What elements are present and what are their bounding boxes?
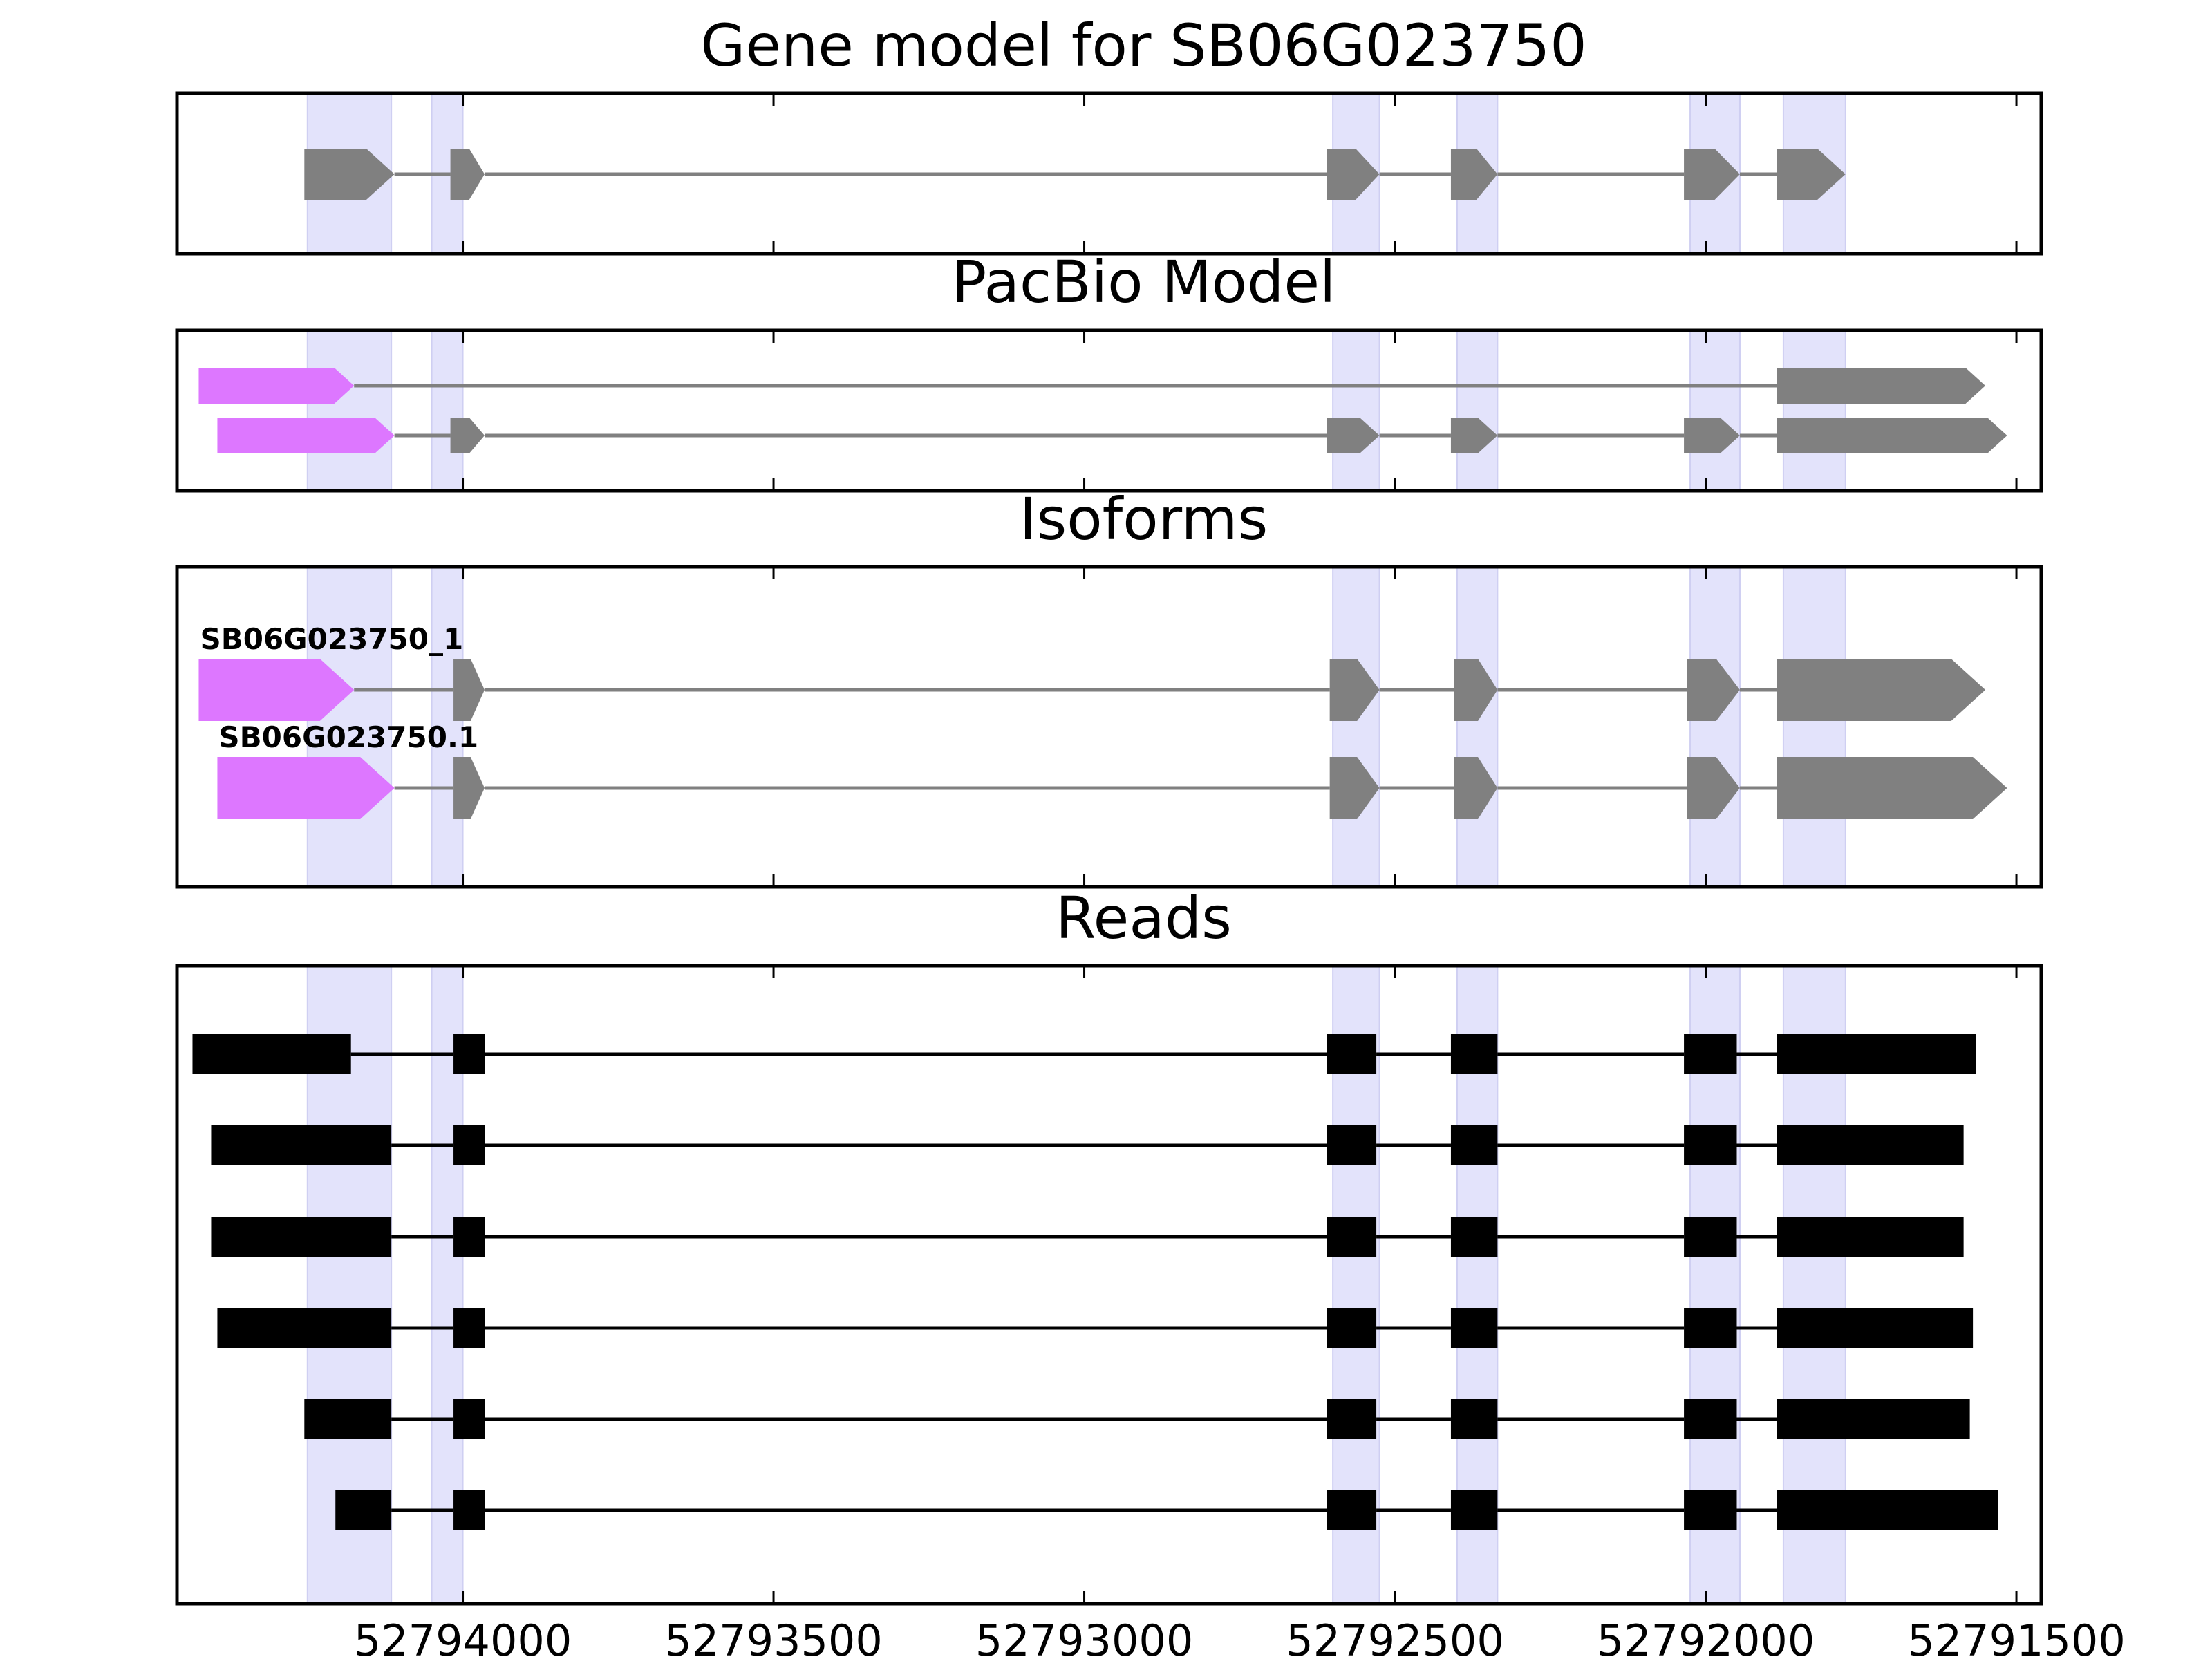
exon-arrow: [1450, 149, 1498, 200]
read-exon: [1327, 1308, 1377, 1348]
exon-arrow: [453, 757, 485, 819]
isoform-label: SB06G023750.1: [218, 720, 478, 754]
panel-2: Isoforms SB06G023750_1 SB06G023750.1: [175, 485, 2043, 889]
panel-frame: [175, 565, 2043, 889]
read-exon: [1327, 1034, 1377, 1074]
read-exon: [1777, 1034, 1976, 1074]
x-tick-label: 52792000: [1597, 1615, 1815, 1659]
highlight-band: [1689, 566, 1741, 888]
exon-arrow: [1777, 659, 1986, 721]
read-exon: [335, 1490, 392, 1530]
read-exon: [1777, 1399, 1970, 1439]
exon-arrow: [304, 149, 395, 200]
read-exon: [1450, 1125, 1498, 1165]
panel-frame: [175, 91, 2043, 256]
read-exon: [1684, 1308, 1737, 1348]
exon-arrow: [1454, 757, 1498, 819]
exon-arrow: [1684, 418, 1740, 453]
read-exon: [1450, 1308, 1498, 1348]
panel-title: Gene model for SB06G023750: [700, 12, 1586, 79]
x-tick-label: 52791500: [1907, 1615, 2126, 1659]
read-exon: [1327, 1125, 1377, 1165]
x-tick-label: 52793000: [975, 1615, 1194, 1659]
read-exon: [453, 1308, 485, 1348]
panel-title: PacBio Model: [952, 248, 1336, 316]
isoform-label: SB06G023750_1: [200, 622, 463, 656]
highlight-band: [431, 330, 464, 491]
highlight-band: [1689, 330, 1741, 491]
panel-title: Reads: [1056, 884, 1232, 952]
read-exon: [1777, 1490, 1998, 1530]
exon-arrow: [1777, 757, 2007, 819]
exon-arrow: [1684, 149, 1740, 200]
read-exon: [453, 1490, 485, 1530]
read-exon: [453, 1125, 485, 1165]
panel-title: Isoforms: [1020, 485, 1268, 553]
read-exon: [1684, 1399, 1737, 1439]
exon-arrow: [1777, 368, 1986, 404]
read-exon: [304, 1399, 392, 1439]
exon-arrow: [198, 659, 355, 721]
exon-arrow: [1687, 757, 1740, 819]
read-exon: [211, 1125, 392, 1165]
exon-arrow: [1329, 757, 1380, 819]
exon-arrow: [1454, 659, 1498, 721]
read-exon: [453, 1399, 485, 1439]
panel-frame: [175, 964, 2043, 1606]
highlight-band: [1332, 330, 1380, 491]
x-tick-label: 52794000: [354, 1615, 572, 1659]
panel-3: Reads: [175, 884, 2043, 1606]
exon-arrow: [1450, 418, 1498, 453]
highlight-band: [1782, 330, 1846, 491]
exon-arrow: [450, 418, 485, 453]
exon-arrow: [1777, 149, 1846, 200]
x-axis: 52794000 52793500 52793000 52792500 52792000…: [354, 1615, 2126, 1659]
read-exon: [1450, 1399, 1498, 1439]
read-exon: [1450, 1217, 1498, 1257]
highlight-band: [1332, 566, 1380, 888]
read-exon: [1684, 1490, 1737, 1530]
highlight-band: [1782, 566, 1846, 888]
read-exon: [192, 1034, 351, 1074]
panel-1: PacBio Model: [175, 248, 2043, 493]
highlight-band: [1456, 330, 1499, 491]
exon-arrow: [217, 418, 395, 453]
read-exon: [1777, 1308, 1974, 1348]
exon-arrow: [1687, 659, 1740, 721]
exon-arrow: [1777, 418, 2007, 453]
read-exon: [1327, 1399, 1377, 1439]
highlight-band: [306, 330, 393, 491]
read-exon: [217, 1308, 392, 1348]
highlight-band: [1456, 566, 1499, 888]
read-exon: [1327, 1217, 1377, 1257]
exon-arrow: [450, 149, 485, 200]
exon-arrow: [1327, 149, 1380, 200]
read-exon: [1777, 1217, 1964, 1257]
read-exon: [453, 1217, 485, 1257]
highlight-band: [306, 566, 393, 888]
exon-arrow: [1329, 659, 1380, 721]
read-exon: [453, 1034, 485, 1074]
read-exon: [211, 1217, 392, 1257]
exon-arrow: [198, 368, 355, 404]
read-exon: [1777, 1125, 1964, 1165]
x-tick-label: 52792500: [1286, 1615, 1504, 1659]
read-exon: [1327, 1490, 1377, 1530]
read-exon: [1684, 1034, 1737, 1074]
exon-arrow: [1327, 418, 1380, 453]
read-exon: [1684, 1125, 1737, 1165]
read-exon: [1450, 1034, 1498, 1074]
exon-arrow: [217, 757, 395, 819]
x-tick-label: 52793500: [664, 1615, 883, 1659]
read-exon: [1450, 1490, 1498, 1530]
panel-0: Gene model for SB06G023750: [175, 12, 2043, 256]
highlight-band: [431, 566, 464, 888]
exon-arrow: [453, 659, 485, 721]
panel-frame: [175, 328, 2043, 493]
read-exon: [1684, 1217, 1737, 1257]
